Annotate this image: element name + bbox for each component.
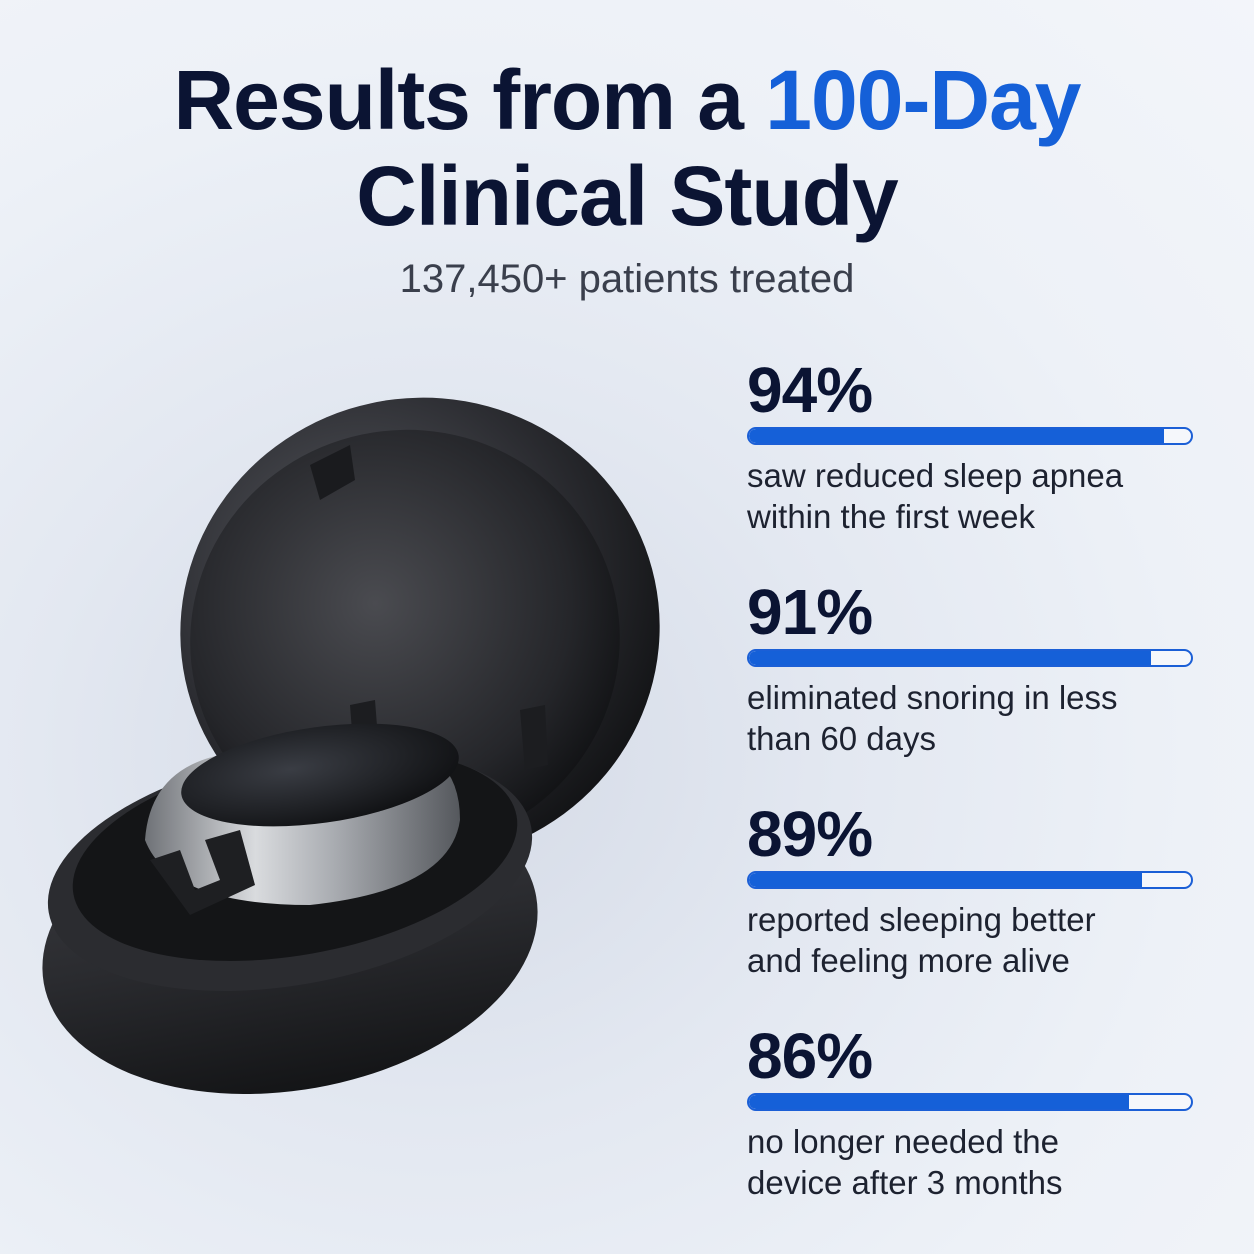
title-line-2: Clinical Study: [356, 149, 898, 243]
progress-bar: [747, 871, 1193, 889]
progress-bar: [747, 427, 1193, 445]
stats-list: 94% saw reduced sleep apnea within the f…: [747, 355, 1197, 1243]
stat-desc-line: than 60 days: [747, 720, 936, 757]
progress-fill: [749, 1095, 1130, 1109]
stat-percent: 86%: [747, 1020, 873, 1092]
stat-item: 86% no longer needed the device after 3 …: [747, 1021, 1197, 1243]
title-line-1: Results from a 100-Day: [0, 52, 1254, 148]
stat-desc-line: device after 3 months: [747, 1164, 1063, 1201]
progress-fill: [749, 873, 1143, 887]
progress-fill: [749, 429, 1165, 443]
stat-desc-line: saw reduced sleep apnea: [747, 457, 1124, 494]
stat-percent: 89%: [747, 798, 873, 870]
subtitle: 137,450+ patients treated: [399, 257, 855, 301]
progress-bar: [747, 1093, 1193, 1111]
stat-description: eliminated snoring in less than 60 days: [747, 677, 1118, 759]
stat-desc-line: no longer needed the: [747, 1123, 1059, 1160]
stat-percent: 94%: [747, 354, 873, 426]
title-highlight: 100-Day: [765, 53, 1081, 147]
progress-fill: [749, 651, 1152, 665]
sleep-device-case-image: [42, 397, 660, 1094]
title-text: Results from a: [173, 53, 766, 147]
stat-desc-line: within the first week: [747, 498, 1035, 535]
stat-description: reported sleeping better and feeling mor…: [747, 899, 1096, 981]
page-title: Results from a 100-Day Clinical Study: [0, 52, 1254, 244]
progress-bar: [747, 649, 1193, 667]
stat-percent: 91%: [747, 576, 873, 648]
stat-desc-line: reported sleeping better: [747, 901, 1096, 938]
stat-description: no longer needed the device after 3 mont…: [747, 1121, 1063, 1203]
stat-item: 91% eliminated snoring in less than 60 d…: [747, 577, 1197, 799]
stat-item: 89% reported sleeping better and feeling…: [747, 799, 1197, 1021]
stat-desc-line: and feeling more alive: [747, 942, 1070, 979]
stat-desc-line: eliminated snoring in less: [747, 679, 1118, 716]
stat-description: saw reduced sleep apnea within the first…: [747, 455, 1123, 537]
stat-item: 94% saw reduced sleep apnea within the f…: [747, 355, 1197, 577]
